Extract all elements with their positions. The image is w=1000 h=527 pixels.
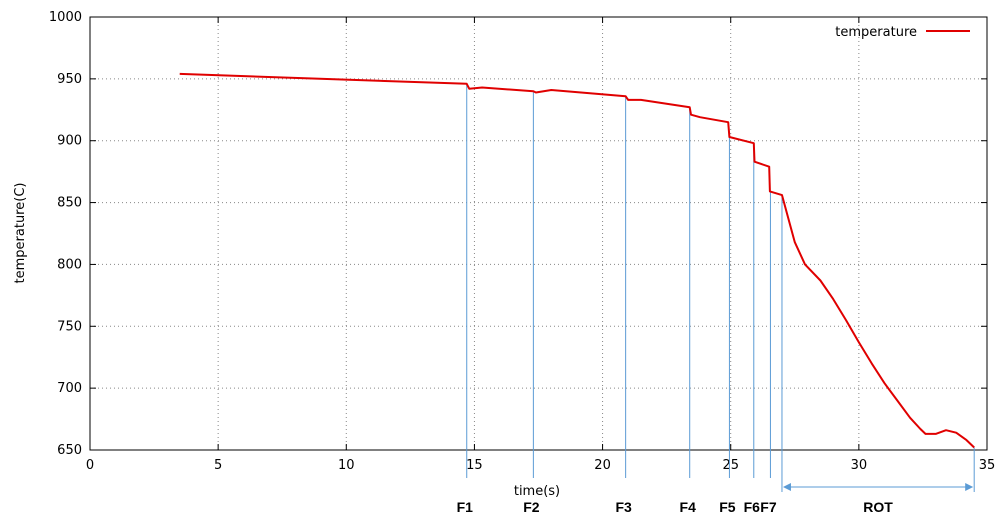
y-tick-label: 750	[57, 319, 82, 334]
x-tick-label: 30	[851, 458, 868, 473]
y-tick-label: 650	[57, 443, 82, 458]
temperature-series-line	[179, 72, 975, 449]
rot-arrowhead-right	[965, 483, 974, 491]
x-axis-title: time(s)	[514, 484, 560, 499]
stand-label: F1	[457, 499, 474, 515]
x-tick-label: 10	[338, 458, 355, 473]
y-axis-ticks: 650 700 750 800 850 900 950 1000	[49, 10, 987, 458]
y-tick-label: 1000	[49, 10, 82, 25]
x-axis-ticks: 0 5 10 15 20 25 30 35	[86, 17, 995, 473]
stand-label: F5	[719, 499, 736, 515]
y-tick-label: 950	[57, 72, 82, 87]
y-tick-label: 700	[57, 381, 82, 396]
x-tick-label: 35	[979, 458, 996, 473]
stand-label: F7	[760, 499, 777, 515]
grid-layer	[90, 17, 987, 450]
plot-frame	[89, 16, 988, 451]
x-tick-label: 25	[722, 458, 739, 473]
stand-label: F6	[744, 499, 761, 515]
stand-label: F4	[680, 499, 697, 515]
y-tick-label: 800	[57, 257, 82, 272]
y-tick-label: 900	[57, 134, 82, 149]
rot-arrowhead-left	[782, 483, 791, 491]
x-tick-label: 0	[86, 458, 94, 473]
x-tick-label: 20	[594, 458, 611, 473]
stand-markers: F1 F2 F3 F4 F5 F6 F7 ROT	[457, 83, 975, 515]
legend: temperature	[835, 25, 970, 40]
stand-label: F3	[615, 499, 632, 515]
rot-label: ROT	[863, 499, 893, 515]
x-tick-label: 15	[466, 458, 483, 473]
y-tick-label: 850	[57, 196, 82, 211]
series-layer	[179, 72, 975, 449]
x-tick-label: 5	[214, 458, 222, 473]
legend-label: temperature	[835, 25, 917, 40]
y-axis-title: temperature(C)	[13, 183, 28, 284]
stand-label: F2	[523, 499, 540, 515]
